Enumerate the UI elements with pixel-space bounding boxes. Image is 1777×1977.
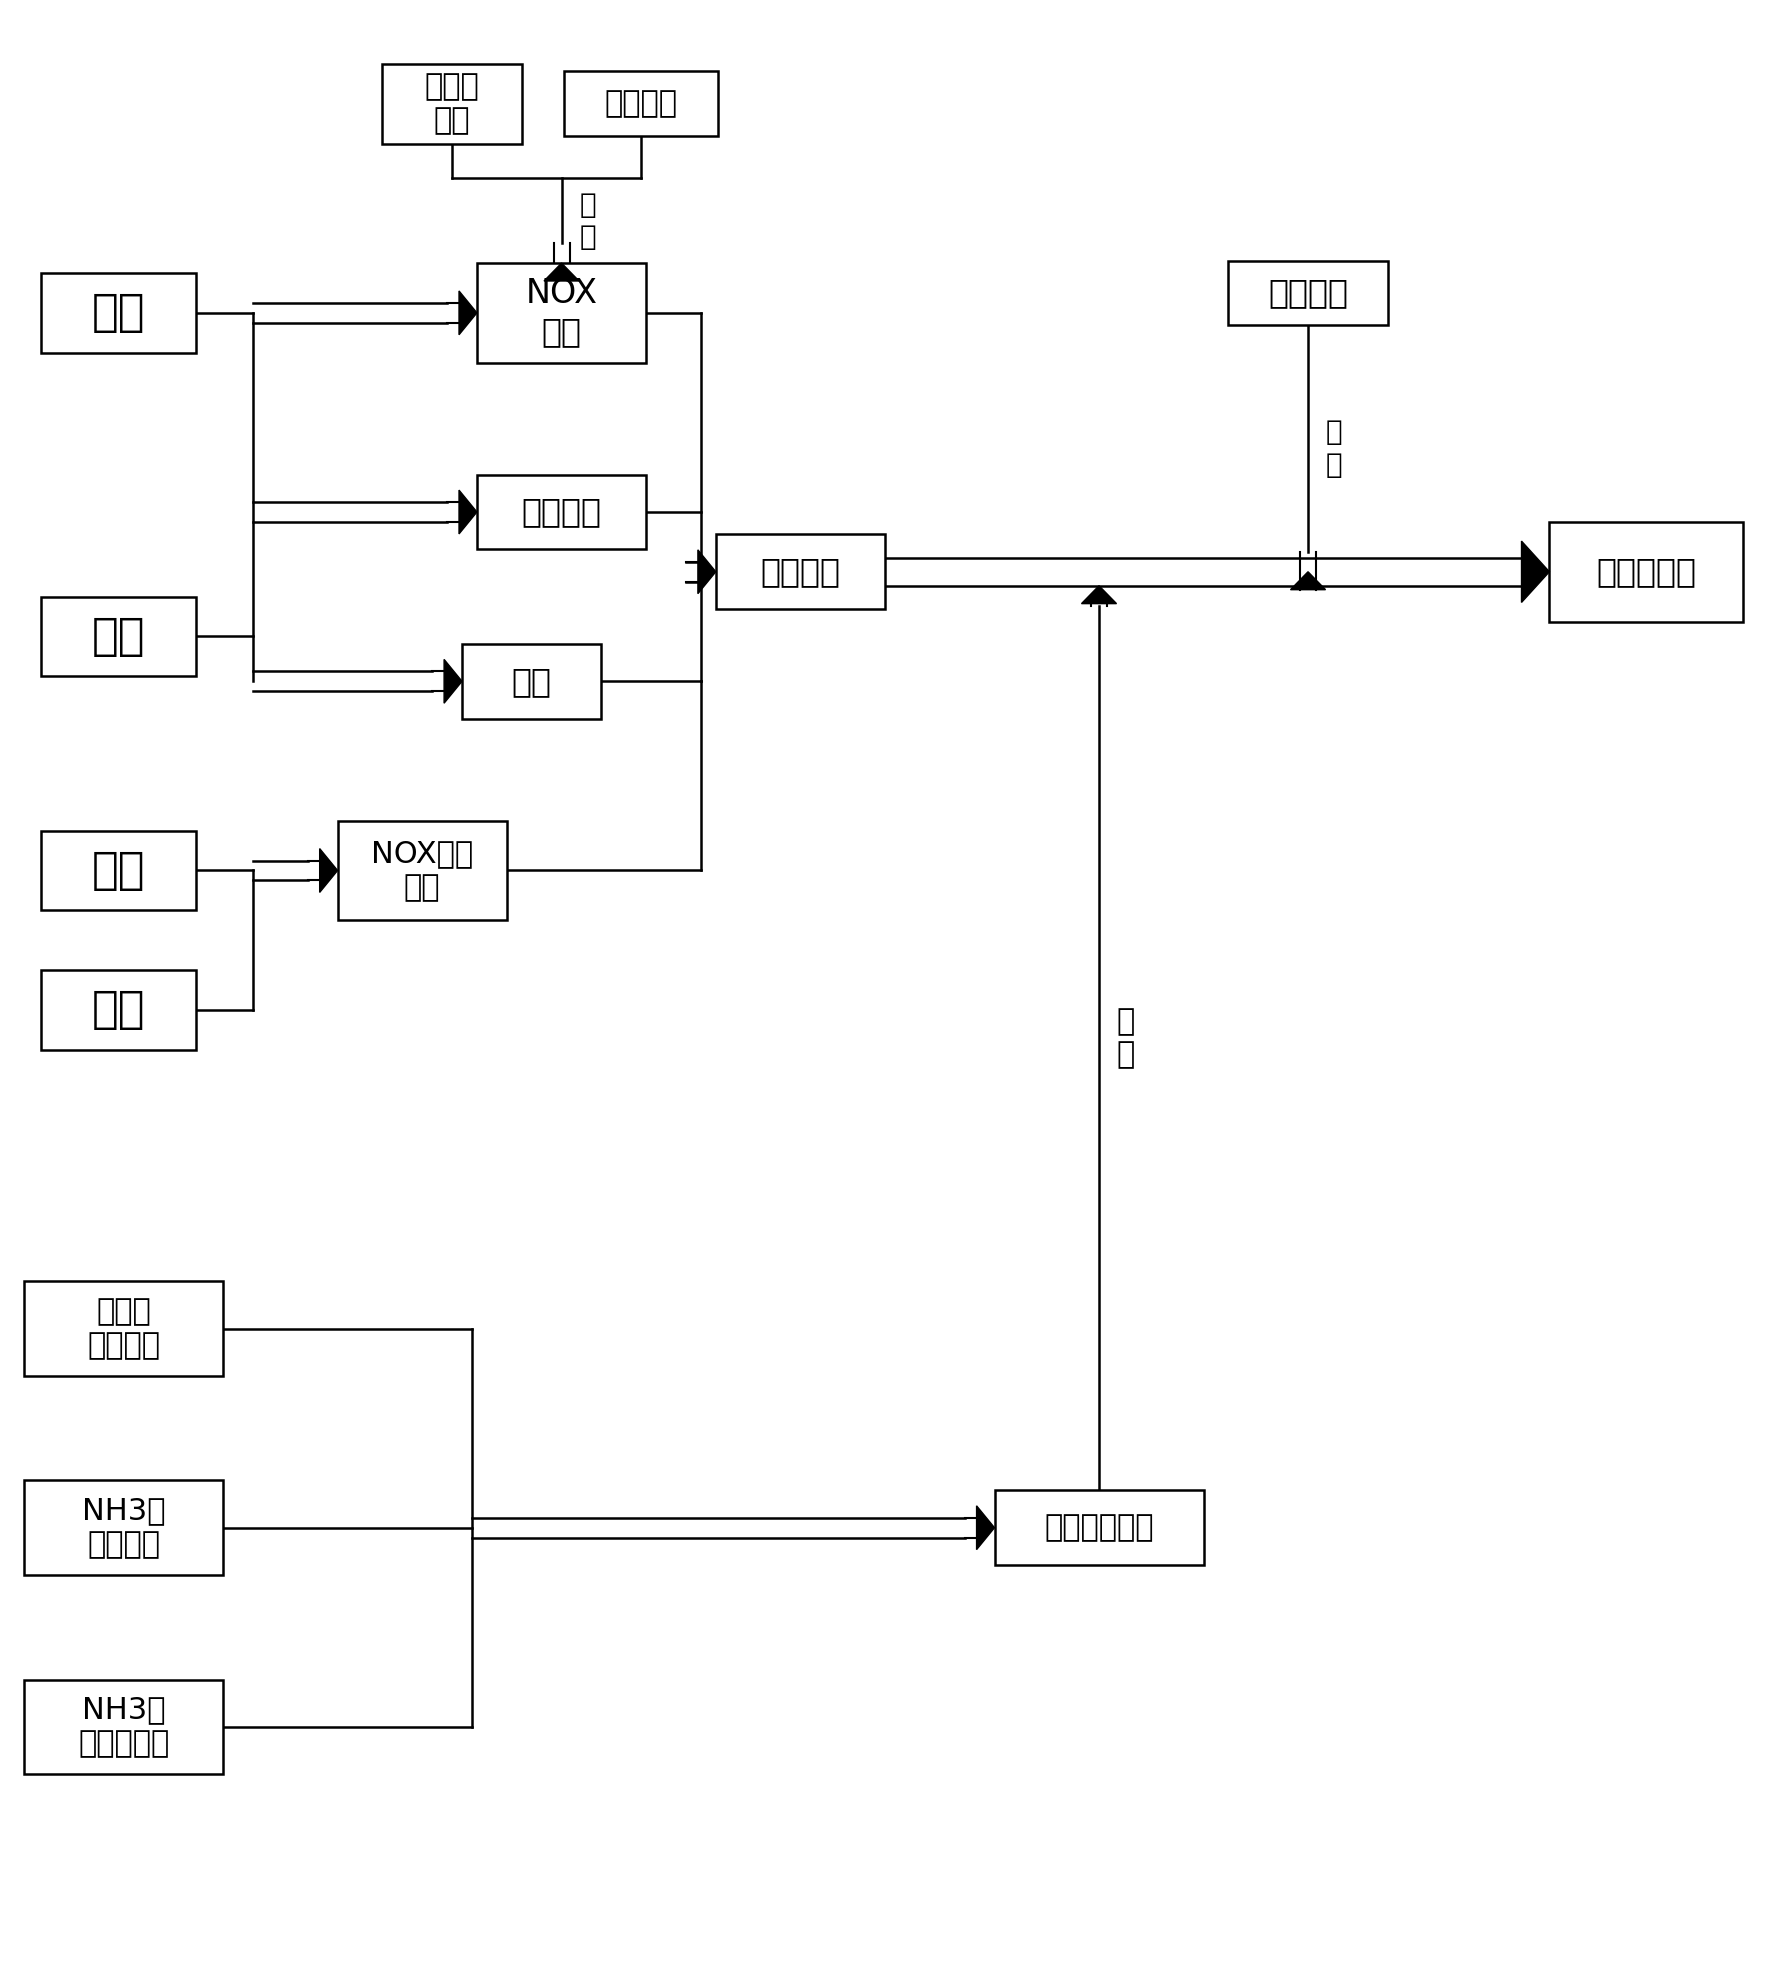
- Polygon shape: [458, 490, 476, 534]
- Text: 排温: 排温: [92, 848, 146, 892]
- Text: NH3的
吸附函数: NH3的 吸附函数: [82, 1497, 165, 1560]
- Text: 冷却水
温度: 冷却水 温度: [425, 73, 480, 134]
- Text: NH3的
解吸附函数: NH3的 解吸附函数: [78, 1696, 169, 1758]
- Polygon shape: [1521, 542, 1550, 603]
- Polygon shape: [320, 848, 338, 892]
- Bar: [25, 1680, 224, 1773]
- Text: 排气背压: 排气背压: [1269, 277, 1349, 310]
- Bar: [1550, 522, 1743, 621]
- Polygon shape: [1082, 585, 1116, 603]
- Bar: [41, 830, 195, 909]
- Text: 环境因素: 环境因素: [604, 89, 677, 119]
- Text: 修
正: 修 正: [1326, 419, 1343, 478]
- Bar: [25, 1481, 224, 1576]
- Text: 修
正: 修 正: [579, 190, 595, 251]
- Text: 转距: 转距: [92, 615, 146, 658]
- Text: 进气流量: 进气流量: [521, 496, 602, 528]
- Polygon shape: [698, 550, 716, 593]
- Bar: [716, 534, 885, 609]
- Bar: [41, 273, 195, 352]
- Bar: [25, 1281, 224, 1376]
- Bar: [382, 63, 522, 144]
- Bar: [995, 1491, 1203, 1566]
- Text: 添蓝喷射量: 添蓝喷射量: [1596, 556, 1697, 589]
- Polygon shape: [977, 1506, 995, 1550]
- Polygon shape: [1290, 571, 1326, 589]
- Bar: [476, 474, 647, 550]
- Text: 排气流量: 排气流量: [761, 556, 841, 589]
- Bar: [41, 971, 195, 1050]
- Bar: [563, 71, 718, 136]
- Text: 修
正: 修 正: [1118, 1006, 1136, 1070]
- Text: NOX转化
效率: NOX转化 效率: [371, 838, 473, 902]
- Text: NOX
浓度: NOX 浓度: [526, 277, 597, 348]
- Bar: [1228, 261, 1388, 326]
- Polygon shape: [458, 291, 476, 334]
- Text: 油耗: 油耗: [512, 664, 551, 698]
- Text: 空速: 空速: [92, 988, 146, 1032]
- Bar: [476, 263, 647, 362]
- Text: 转速: 转速: [92, 291, 146, 334]
- Text: 瞬态修正模型: 瞬态修正模型: [1045, 1512, 1153, 1542]
- Bar: [462, 645, 601, 720]
- Bar: [338, 820, 506, 919]
- Polygon shape: [544, 263, 579, 281]
- Polygon shape: [444, 660, 462, 704]
- Bar: [41, 597, 195, 676]
- Text: 氨气量
存储函数: 氨气量 存储函数: [87, 1297, 160, 1360]
